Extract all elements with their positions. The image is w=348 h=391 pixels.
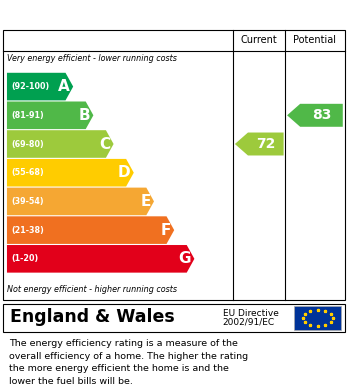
Text: 72: 72	[256, 137, 276, 151]
Text: overall efficiency of a home. The higher the rating: overall efficiency of a home. The higher…	[9, 352, 248, 361]
Text: (55-68): (55-68)	[11, 168, 44, 177]
Text: E: E	[140, 194, 151, 209]
Polygon shape	[7, 159, 134, 187]
Text: 83: 83	[312, 108, 331, 122]
Text: EU Directive: EU Directive	[223, 309, 279, 318]
Text: 2002/91/EC: 2002/91/EC	[223, 318, 275, 327]
Text: lower the fuel bills will be.: lower the fuel bills will be.	[9, 377, 133, 386]
Text: Potential: Potential	[293, 36, 337, 45]
Text: B: B	[78, 108, 90, 123]
Text: (81-91): (81-91)	[11, 111, 44, 120]
Polygon shape	[7, 73, 73, 100]
Polygon shape	[287, 104, 343, 127]
Polygon shape	[7, 130, 113, 158]
Text: (39-54): (39-54)	[11, 197, 44, 206]
Text: (21-38): (21-38)	[11, 226, 44, 235]
Text: The energy efficiency rating is a measure of the: The energy efficiency rating is a measur…	[9, 339, 238, 348]
Text: (1-20): (1-20)	[11, 254, 38, 263]
Text: (69-80): (69-80)	[11, 140, 44, 149]
Text: D: D	[118, 165, 130, 180]
Text: C: C	[99, 136, 110, 151]
Polygon shape	[7, 102, 93, 129]
Polygon shape	[7, 245, 195, 273]
Text: G: G	[179, 251, 191, 266]
Polygon shape	[235, 133, 284, 156]
Polygon shape	[7, 188, 154, 215]
Text: Current: Current	[241, 36, 278, 45]
Text: (92-100): (92-100)	[11, 82, 49, 91]
Text: Not energy efficient - higher running costs: Not energy efficient - higher running co…	[7, 285, 177, 294]
Text: Very energy efficient - lower running costs: Very energy efficient - lower running co…	[7, 54, 177, 63]
Text: the more energy efficient the home is and the: the more energy efficient the home is an…	[9, 364, 229, 373]
Text: Energy Efficiency Rating: Energy Efficiency Rating	[9, 6, 211, 21]
Text: England & Wales: England & Wales	[10, 308, 175, 326]
Text: A: A	[58, 79, 70, 94]
Text: F: F	[160, 222, 171, 238]
Bar	[294, 306, 341, 330]
Polygon shape	[7, 216, 174, 244]
